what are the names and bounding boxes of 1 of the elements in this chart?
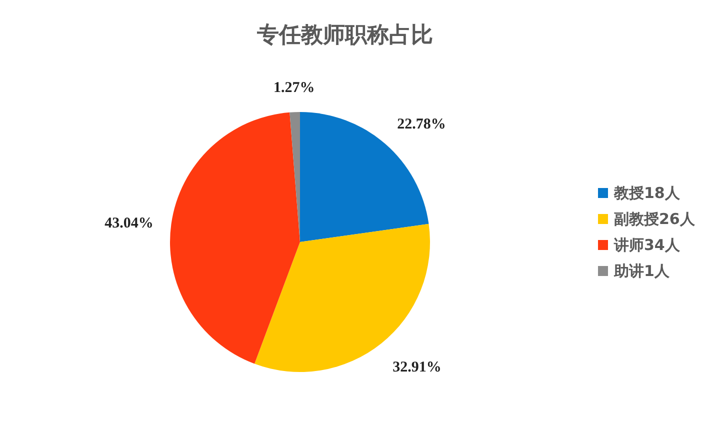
title: 专任教师职称占比 <box>257 23 433 48</box>
